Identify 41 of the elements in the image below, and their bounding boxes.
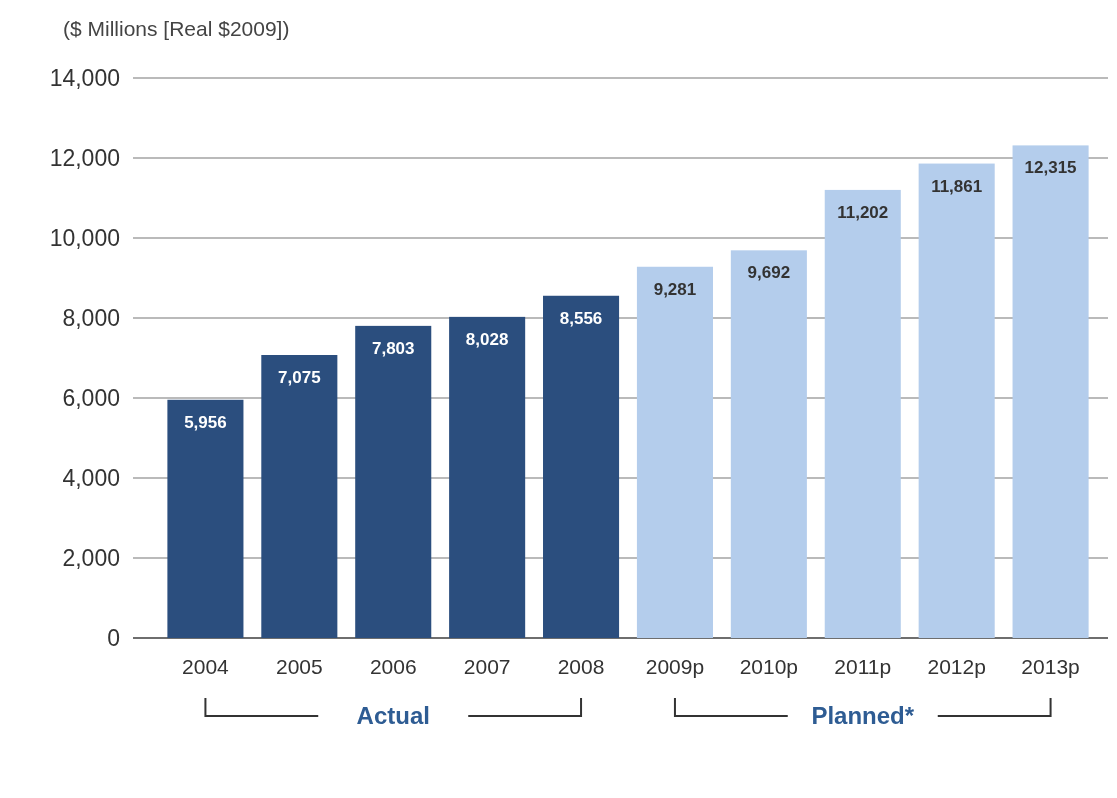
x-tick-label: 2004 [182,655,230,678]
bar [543,295,620,638]
y-tick-label: 8,000 [62,305,120,332]
y-axis-title: ($ Millions [Real $2009]) [63,17,290,40]
text: Actual [356,702,430,730]
x-tick-label: 2009p [645,655,705,678]
y-tick-label: 14,000 [49,65,120,92]
x-tick-label: 2010p [739,655,799,678]
x-tick-label: 2013p [1021,655,1080,678]
y-tick-label: 2,000 [62,545,120,572]
data-label: 12,315 [1024,158,1077,178]
x-tick-label: 2005 [275,655,323,678]
data-label: 9,281 [653,279,697,299]
bar [449,316,526,638]
data-label: 7,803 [371,338,415,358]
bar [824,189,901,638]
text: Planned* [811,702,915,730]
x-tick-label: 2008 [557,655,605,678]
bar [167,399,244,638]
data-label: 11,202 [837,202,889,222]
data-label: 11,861 [931,176,983,196]
data-label: 7,075 [278,368,321,387]
bar [261,355,338,638]
bar [1012,145,1089,638]
data-label: 5,956 [184,412,227,432]
x-tick-label: 2006 [369,655,417,678]
y-tick-label: 4,000 [62,465,120,492]
y-tick-label: 12,000 [49,145,120,172]
x-tick-label: 2007 [463,655,511,678]
bar [636,266,713,638]
x-tick-label: 2011p [834,655,892,678]
data-label: 9,692 [747,263,791,283]
bar [918,163,995,638]
data-label: 8,028 [465,329,509,349]
y-tick-label: 6,000 [62,385,120,412]
data-label: 8,556 [559,308,603,328]
y-tick-label: 0 [107,625,120,652]
x-tick-label: 2012p [927,655,986,678]
y-tick-label: 10,000 [49,225,120,252]
bar [355,325,432,638]
bar [730,250,807,638]
